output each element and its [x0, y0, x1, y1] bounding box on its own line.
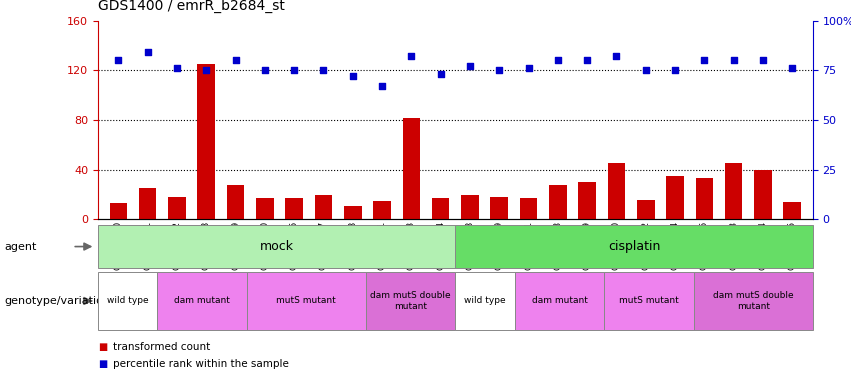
Text: dam mutS double
mutant: dam mutS double mutant: [713, 291, 793, 310]
Bar: [637, 200, 654, 219]
Bar: [110, 203, 127, 219]
Bar: [520, 198, 537, 219]
Point: [170, 65, 184, 71]
Point: [111, 57, 125, 63]
Point: [756, 57, 769, 63]
Point: [698, 57, 711, 63]
Bar: [695, 178, 713, 219]
Text: ■: ■: [98, 342, 107, 352]
Bar: [403, 117, 420, 219]
Point: [258, 68, 271, 74]
Point: [551, 57, 564, 63]
Point: [141, 50, 155, 55]
Point: [229, 57, 243, 63]
Point: [434, 71, 448, 77]
Text: mock: mock: [260, 240, 294, 253]
Point: [727, 57, 740, 63]
Text: wild type: wild type: [107, 296, 148, 305]
Text: dam mutant: dam mutant: [174, 296, 230, 305]
Bar: [374, 201, 391, 219]
Bar: [344, 206, 362, 219]
Text: cisplatin: cisplatin: [608, 240, 660, 253]
Point: [199, 68, 213, 74]
Bar: [256, 198, 274, 219]
Point: [463, 63, 477, 69]
Text: GDS1400 / emrR_b2684_st: GDS1400 / emrR_b2684_st: [98, 0, 285, 13]
Text: mutS mutant: mutS mutant: [277, 296, 336, 305]
Bar: [226, 184, 244, 219]
Bar: [666, 176, 684, 219]
Text: ■: ■: [98, 359, 107, 369]
Text: wild type: wild type: [465, 296, 505, 305]
Point: [668, 68, 682, 74]
Text: genotype/variation: genotype/variation: [4, 296, 111, 306]
Point: [785, 65, 799, 71]
Bar: [608, 164, 625, 219]
Point: [522, 65, 535, 71]
Bar: [431, 198, 449, 219]
Bar: [549, 184, 567, 219]
Text: mutS mutant: mutS mutant: [619, 296, 679, 305]
Bar: [285, 198, 303, 219]
Point: [493, 68, 506, 74]
Bar: [461, 195, 479, 219]
Point: [346, 73, 360, 79]
Bar: [784, 202, 801, 219]
Bar: [754, 170, 772, 219]
Bar: [168, 197, 186, 219]
Point: [580, 57, 594, 63]
Bar: [139, 188, 157, 219]
Bar: [725, 164, 742, 219]
Point: [609, 53, 623, 59]
Bar: [197, 64, 215, 219]
Point: [375, 83, 389, 89]
Point: [317, 68, 330, 74]
Point: [639, 68, 653, 74]
Bar: [490, 197, 508, 219]
Text: dam mutS double
mutant: dam mutS double mutant: [370, 291, 451, 310]
Text: agent: agent: [4, 242, 37, 252]
Bar: [315, 195, 332, 219]
Text: percentile rank within the sample: percentile rank within the sample: [113, 359, 289, 369]
Point: [404, 53, 418, 59]
Point: [288, 68, 301, 74]
Bar: [579, 182, 596, 219]
Text: dam mutant: dam mutant: [532, 296, 587, 305]
Text: transformed count: transformed count: [113, 342, 210, 352]
